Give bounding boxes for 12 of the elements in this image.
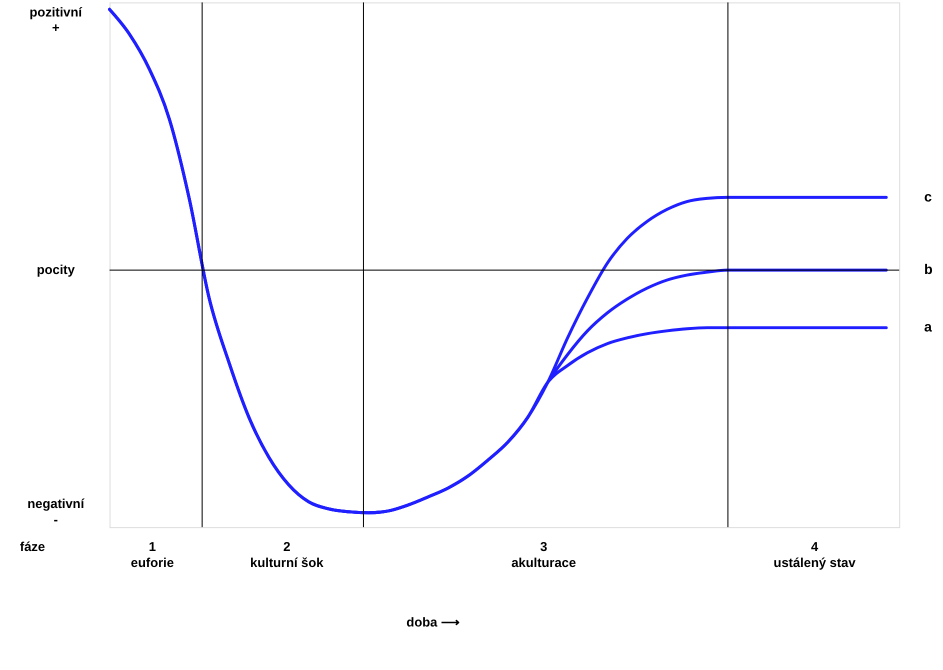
text: pozitivní + bbox=[30, 4, 82, 36]
text: doba ⟶ bbox=[406, 614, 460, 630]
text: 2 kulturní šok bbox=[250, 539, 324, 570]
ref-line-label: pocity bbox=[36, 262, 76, 278]
text: fáze bbox=[20, 539, 46, 554]
text: 3 akulturace bbox=[511, 539, 576, 570]
text: c bbox=[924, 188, 932, 204]
text: negativní - bbox=[27, 496, 85, 528]
text: 4 ustálený stav bbox=[774, 539, 856, 570]
text: 1 euforie bbox=[130, 539, 174, 570]
text: a bbox=[924, 318, 932, 335]
text: b bbox=[924, 261, 933, 278]
